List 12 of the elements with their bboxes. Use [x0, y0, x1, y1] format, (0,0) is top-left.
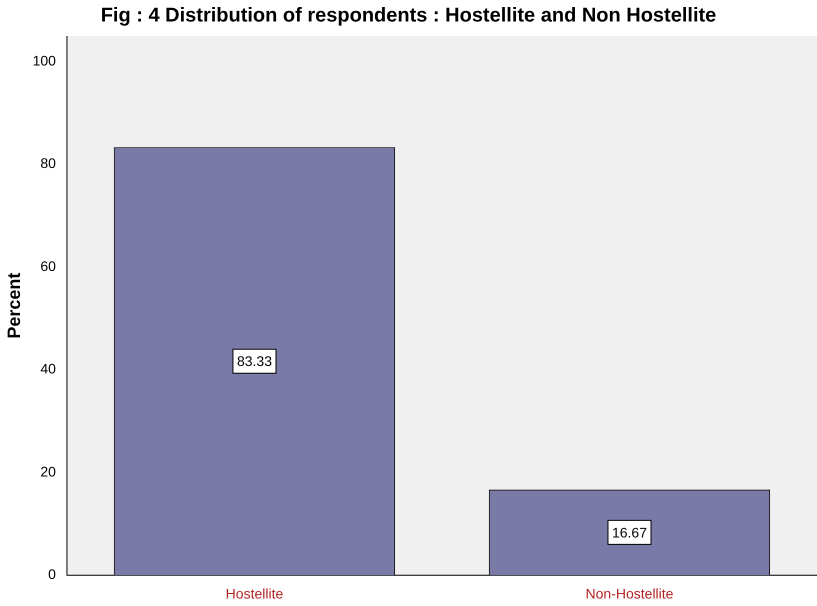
chart-title: Fig : 4 Distribution of respondents : Hostellite and Non Hostellite — [100, 4, 716, 27]
x-tick-label: Non-Hostellite — [586, 585, 674, 602]
y-tick-label: 0 — [48, 566, 56, 582]
y-axis-title: Percent — [4, 272, 24, 339]
y-tick-label: 80 — [40, 155, 56, 172]
data-label: 83.33 — [236, 353, 272, 370]
y-tick-label: 60 — [40, 258, 56, 274]
data-label: 16.67 — [612, 524, 648, 540]
y-tick-label: 100 — [32, 52, 56, 69]
y-tick-label: 40 — [40, 360, 56, 377]
x-tick-label: Hostellite — [226, 585, 284, 602]
y-tick-label: 20 — [40, 463, 56, 480]
